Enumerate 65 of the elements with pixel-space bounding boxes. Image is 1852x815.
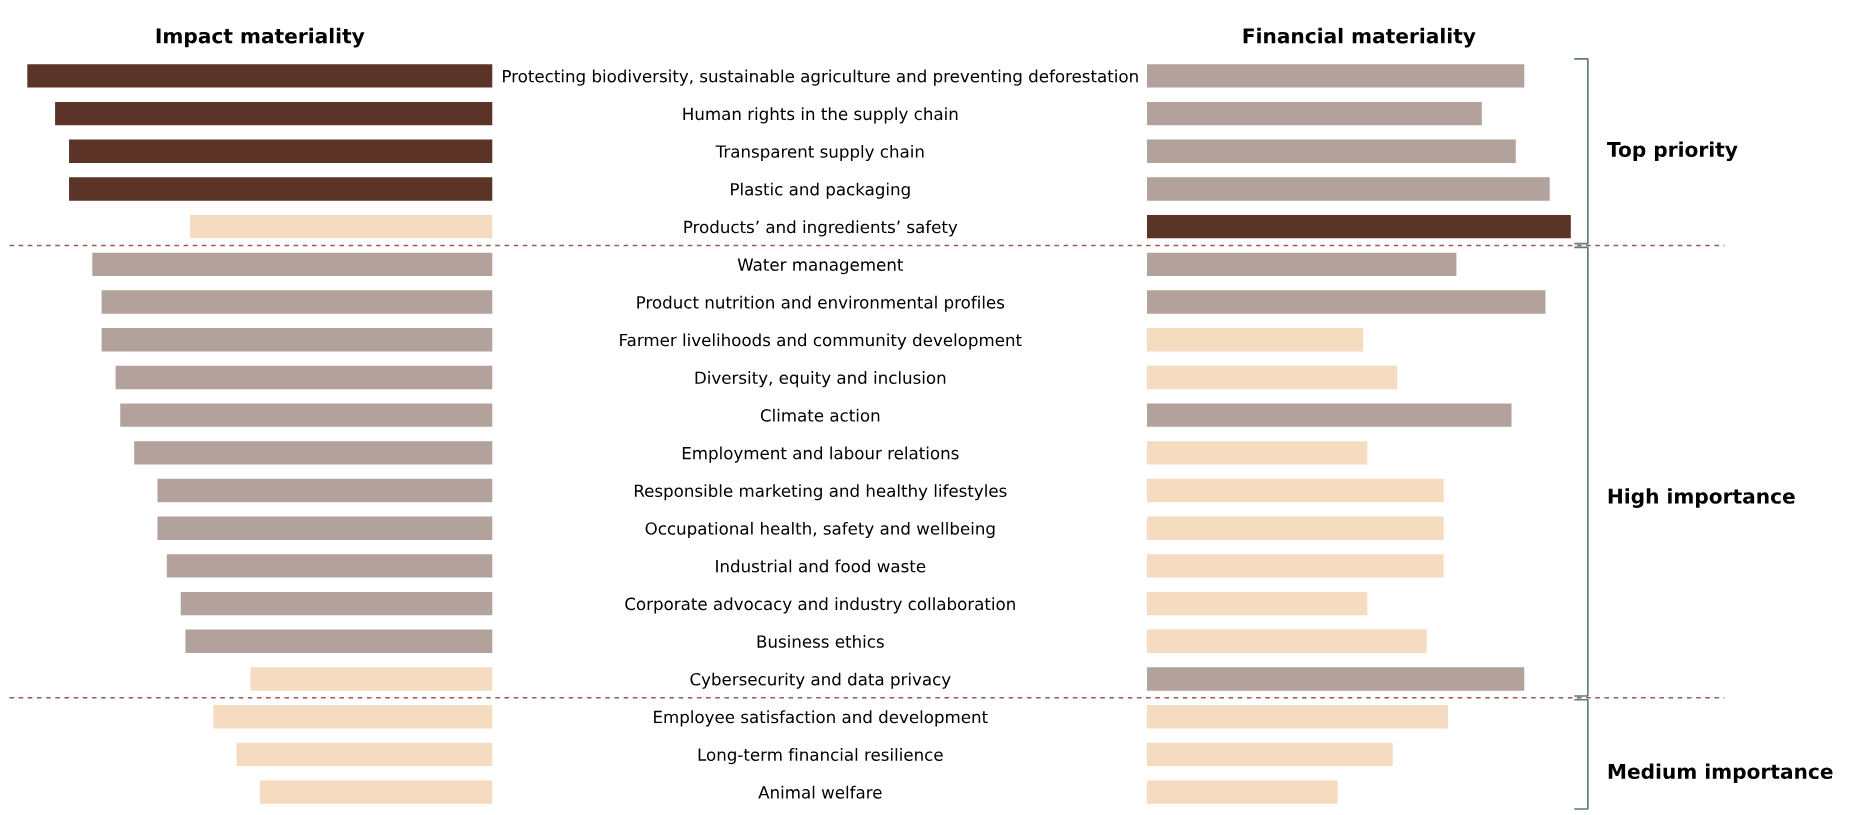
y-tick-label: Climate action <box>760 408 880 422</box>
y-tick-label: Corporate advocacy and industry collaboration <box>625 597 1015 614</box>
bar <box>55 101 493 126</box>
bar <box>92 252 493 277</box>
y-tick-label: Plastic and packaging <box>731 182 910 199</box>
y-tick-label: Occupational health, safety and wellbeing <box>645 521 995 539</box>
bar <box>115 365 493 390</box>
bar <box>1146 290 1546 314</box>
bar <box>259 780 493 804</box>
bar <box>185 629 493 653</box>
y-tick-label: Human rights in the supply chain <box>683 107 958 124</box>
bar <box>1146 780 1338 804</box>
bar <box>250 667 493 691</box>
y-tick-label: Product nutrition and environmental profiles <box>637 295 1005 312</box>
y-tick-label: Responsible marketing and healthy lifestyles <box>634 484 1007 501</box>
bar <box>1146 214 1571 239</box>
bar <box>1146 742 1393 767</box>
bar <box>120 403 493 427</box>
y-tick-label: Long-term financial resilience <box>698 748 943 765</box>
bar <box>190 214 493 239</box>
bar <box>1146 328 1364 352</box>
bar <box>1146 365 1398 390</box>
bar <box>1146 591 1368 616</box>
bar <box>69 177 493 201</box>
y-tick-label: Animal welfare <box>758 785 882 799</box>
bar <box>236 742 493 767</box>
bar <box>1146 177 1550 201</box>
bar <box>101 328 493 352</box>
y-tick-label: Industrial and food waste <box>716 559 926 573</box>
y-tick-label: Employment and labour relations <box>682 446 959 463</box>
bar <box>1146 554 1444 578</box>
bar <box>27 64 493 88</box>
y-tick-label: Diversity, equity and inclusion <box>695 371 946 388</box>
bar <box>166 554 493 578</box>
y-tick-label: Water management <box>737 258 904 275</box>
text: Medium importance <box>1608 763 1833 783</box>
chart-title: Impact materiality <box>156 27 365 48</box>
text: Top priority <box>1607 141 1738 162</box>
bar <box>1146 403 1512 427</box>
y-tick-label: Employee satisfaction and development <box>654 710 988 727</box>
bar <box>1146 101 1482 126</box>
bar <box>134 441 493 465</box>
y-tick-label: Products’ and ingredients’ safety <box>684 220 958 237</box>
chart-title: Financial materiality <box>1243 27 1476 48</box>
bar <box>1146 629 1427 653</box>
bar <box>1146 705 1448 729</box>
bar <box>1146 252 1457 277</box>
bar <box>69 139 493 163</box>
bar <box>213 705 493 729</box>
y-tick-label: Cybersecurity and data privacy <box>690 672 951 689</box>
y-tick-label: Protecting biodiversity, sustainable agriculture and preventing deforestation <box>503 69 1138 86</box>
bar <box>1146 441 1368 465</box>
bar <box>1146 478 1444 503</box>
y-tick-label: Business ethics <box>757 634 884 648</box>
bar <box>157 478 493 503</box>
bar <box>1146 516 1444 540</box>
y-tick-label: Farmer livelihoods and community development <box>620 333 1022 350</box>
bar <box>157 516 493 540</box>
y-tick-label: Transparent supply chain <box>715 144 924 162</box>
bar <box>180 591 493 616</box>
bar <box>1146 667 1525 691</box>
bar <box>1146 64 1525 88</box>
text: High importance <box>1608 488 1795 508</box>
bar <box>101 290 493 314</box>
bar <box>1146 139 1516 163</box>
